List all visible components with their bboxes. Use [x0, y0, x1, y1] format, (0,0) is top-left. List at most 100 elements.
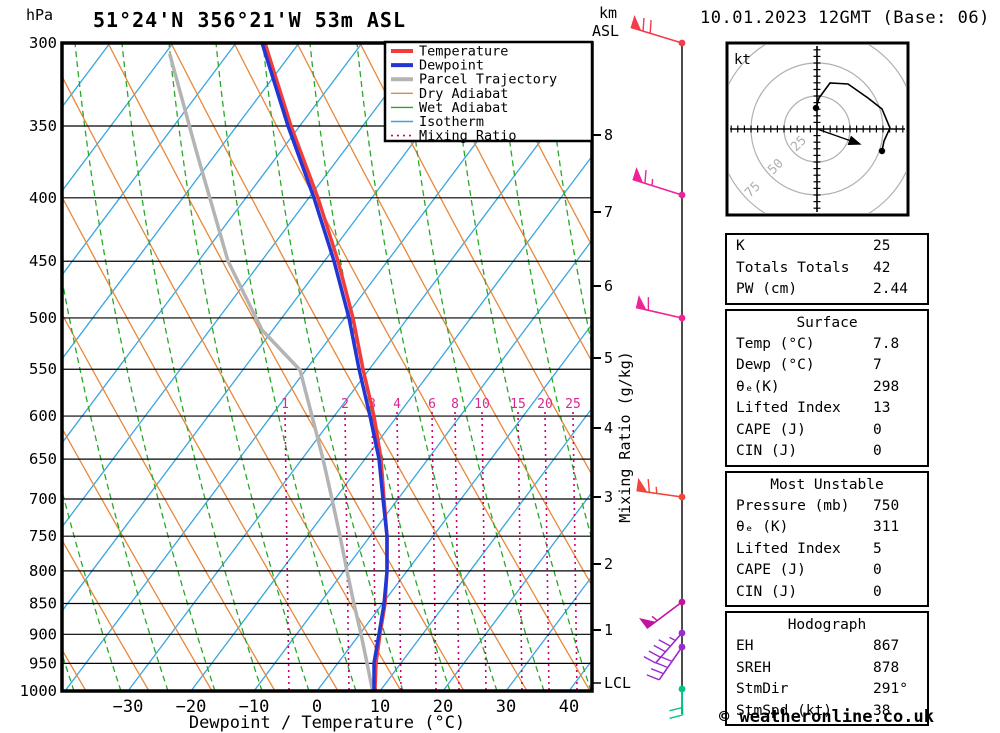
dry-adiabat-line — [62, 427, 213, 691]
stat-label: CIN (J) — [736, 583, 798, 600]
stat-label: θₑ(K) — [736, 378, 780, 395]
hodograph-unit-label: kt — [734, 52, 751, 68]
stat-label: θₑ (K) — [736, 519, 789, 535]
stats-panel: K 25 Totals Totals 42 PW (cm) 2.44 — [725, 233, 929, 305]
stat-label: Pressure (mb) — [736, 497, 850, 514]
temperature-tick-label: −20 — [176, 697, 207, 717]
barb-station-dot — [678, 191, 686, 199]
run-datetime: 10.01.2023 12GMT (Base: 06) — [700, 8, 990, 28]
stat-row: Temp (°C) 7.8 — [727, 334, 927, 356]
wind-barb — [632, 167, 686, 199]
isotherm-line — [253, 239, 592, 691]
temperature-tick-label: −10 — [239, 697, 270, 717]
stat-label: CAPE (J) — [736, 421, 806, 438]
km-tick-label: 1 — [604, 621, 613, 639]
barb-station-dot — [678, 39, 686, 47]
mixing-ratio-label: 25 — [565, 397, 581, 412]
stat-value: 867 — [873, 638, 900, 654]
stat-value: 38 — [873, 702, 891, 719]
barb-shaft — [632, 178, 683, 196]
stat-row: θₑ(K) 298 — [727, 377, 927, 399]
stat-row: Lifted Index 5 — [727, 539, 927, 561]
wind-barb — [646, 643, 686, 681]
pressure-axis-unit: hPa — [26, 6, 54, 24]
dry-adiabat-line — [62, 195, 339, 691]
pressure-tick-label: 1000 — [20, 682, 57, 700]
mixing-ratio-label: 1 — [281, 397, 289, 412]
stat-row: CIN (J) 0 — [727, 582, 927, 604]
mixing-ratio-line — [481, 411, 487, 691]
legend-box — [383, 40, 594, 143]
barb-station-dot — [678, 493, 686, 501]
pressure-tick-label: 900 — [29, 625, 57, 643]
stat-label: Temp (°C) — [736, 335, 815, 352]
hodograph-trace-dot — [812, 104, 820, 112]
stat-row: Dewp (°C) 7 — [727, 355, 927, 377]
mixing-ratio-axis-label: Mixing Ratio (g/kg) — [616, 351, 634, 523]
stat-value: 750 — [873, 497, 900, 514]
stat-label: Lifted Index — [736, 540, 841, 557]
stat-row: CAPE (J) 0 — [727, 420, 927, 442]
mixing-ratio-label: 8 — [451, 397, 459, 412]
stat-value: 291° — [873, 681, 908, 697]
temperature-tick-label: 40 — [559, 697, 579, 717]
x-axis-label: Dewpoint / Temperature (°C) — [189, 713, 465, 733]
temperature-tick-label: 0 — [312, 697, 322, 717]
dry-adiabat-line — [62, 74, 402, 691]
km-tick-label: 8 — [604, 126, 613, 144]
barb-station-dot — [678, 598, 686, 606]
barb-shaft — [681, 688, 684, 716]
copyright: © weatheronline.co.uk — [719, 707, 934, 727]
station-title: 51°24'N 356°21'W 53m ASL — [93, 8, 406, 32]
wind-barb — [669, 685, 686, 719]
stat-row: Lifted Index 13 — [727, 398, 927, 420]
dry-adiabat-line — [107, 43, 465, 691]
wind-barb — [635, 294, 686, 322]
stat-row: θₑ (K) 311 — [727, 517, 927, 539]
stat-label: CAPE (J) — [736, 562, 806, 578]
wind-barb — [643, 629, 686, 664]
barb-pennant — [630, 14, 642, 31]
barb-full — [655, 661, 669, 669]
barb-shaft — [654, 632, 683, 664]
barb-full — [653, 644, 666, 653]
stats-panel: Most Unstable Pressure (mb) 750 θₑ (K) 311 Li… — [725, 470, 929, 607]
stat-row: CAPE (J) 0 — [727, 560, 927, 582]
barb-full — [650, 668, 664, 675]
wet-adiabat-line — [62, 488, 122, 691]
isotherm-line — [190, 155, 592, 691]
dewpoint-curve — [260, 43, 389, 691]
isotherm-line — [379, 407, 592, 691]
altitude-axis-unit-asl: ASL — [592, 22, 620, 40]
barb-full — [643, 656, 656, 664]
stat-row: CIN (J) 0 — [727, 441, 927, 463]
barb-shaft — [658, 646, 683, 681]
stat-value: 0 — [873, 583, 882, 600]
wet-adiabat-line — [168, 43, 310, 691]
barb-full — [669, 714, 683, 719]
stat-row: SREH 878 — [727, 658, 927, 680]
stat-label: Lifted Index — [736, 400, 841, 416]
stats-panel-title: Hodograph — [787, 617, 867, 633]
km-tick-label: 6 — [604, 277, 613, 295]
barb-pennant — [639, 618, 656, 629]
pressure-tick-label: 550 — [29, 360, 57, 378]
temperature-tick-label: −30 — [113, 697, 144, 717]
barb-shaft — [635, 306, 683, 319]
mixing-ratio-line — [431, 411, 437, 691]
wet-adiabat-line — [121, 43, 263, 691]
barb-station-dot — [678, 629, 686, 637]
barb-full — [646, 674, 660, 681]
mixing-ratio-label: 20 — [537, 397, 553, 412]
km-tick-label: 3 — [604, 488, 613, 506]
stats-panel-title: Most Unstable — [770, 476, 884, 493]
stat-row: K 25 — [727, 236, 927, 258]
hodograph-trace-dot — [878, 147, 886, 155]
stat-value: 7 — [873, 357, 882, 373]
stat-value: 25 — [873, 238, 891, 254]
mixing-ratio-label: 4 — [393, 397, 401, 412]
wind-barb-column — [630, 14, 686, 719]
mixing-ratio-line — [344, 411, 350, 691]
temperature-tick-label: 10 — [370, 697, 390, 717]
